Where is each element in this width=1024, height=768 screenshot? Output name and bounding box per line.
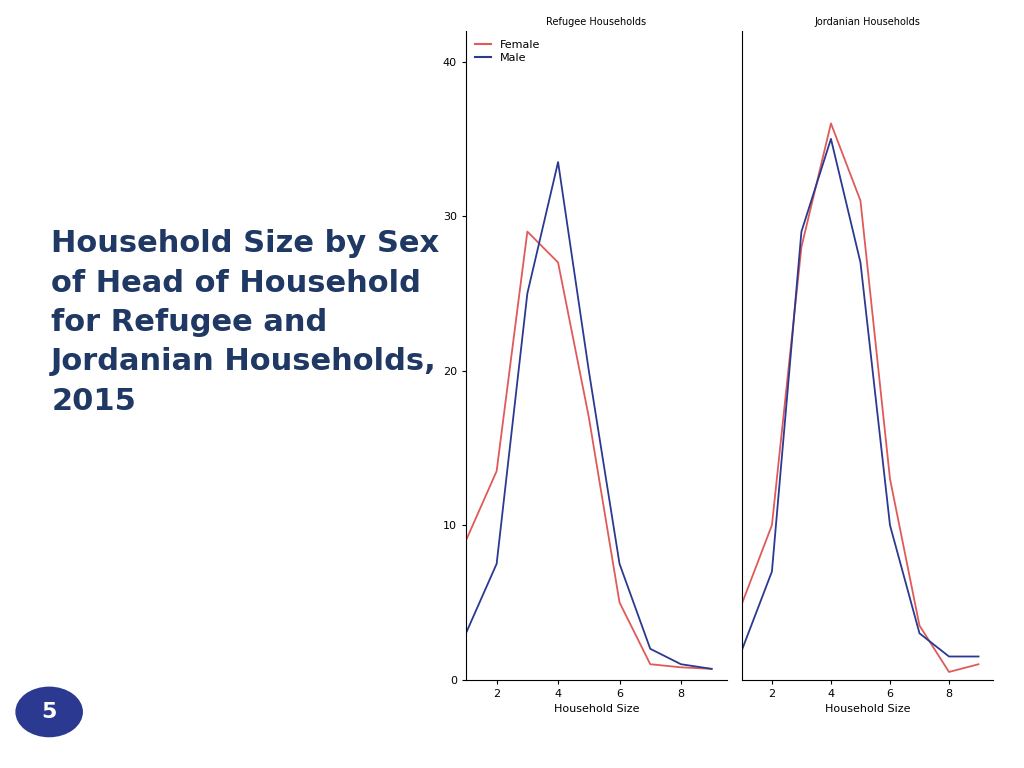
Text: Household Size by Sex
of Head of Household
for Refugee and
Jordanian Households,: Household Size by Sex of Head of Househo…: [51, 230, 439, 415]
Title: Refugee Households: Refugee Households: [547, 17, 646, 27]
Legend: Female, Male: Female, Male: [471, 36, 544, 66]
Circle shape: [15, 687, 83, 737]
X-axis label: Household Size: Household Size: [554, 704, 639, 714]
Title: Jordanian Households: Jordanian Households: [815, 17, 921, 27]
Text: 5: 5: [41, 702, 57, 722]
X-axis label: Household Size: Household Size: [825, 704, 910, 714]
